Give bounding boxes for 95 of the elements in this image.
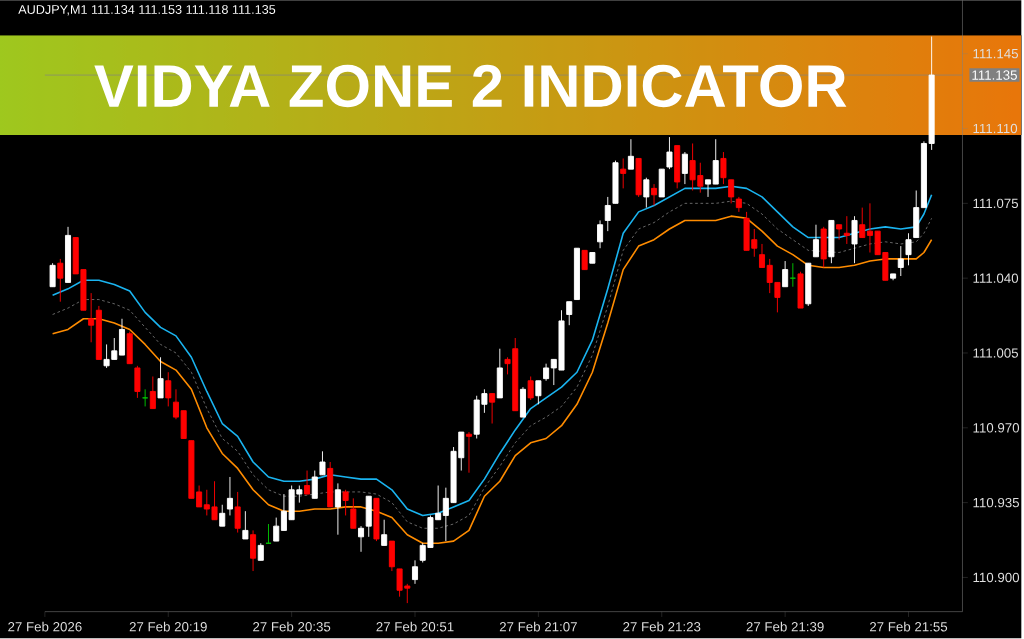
- candlestick: [851, 215, 858, 264]
- text: VIDYA ZONE 2 INDICATOR: [94, 65, 847, 108]
- candlestick: [681, 151, 688, 185]
- candlestick: [589, 252, 596, 264]
- x-tick-label: 27 Feb 20:19: [129, 621, 207, 632]
- candlestick: [782, 260, 789, 288]
- candlestick: [581, 250, 588, 271]
- candlestick: [758, 243, 766, 269]
- candlestick: [388, 540, 395, 572]
- candlestick: [358, 525, 365, 553]
- y-tick-label: 110.970: [973, 423, 1020, 433]
- candlestick: [612, 160, 619, 205]
- candlestick: [735, 196, 742, 213]
- candlestick: [890, 273, 897, 281]
- candlestick: [350, 498, 357, 529]
- annotation: AUDJPY,M1 111.134 111.153 111.118 111.135: [18, 5, 276, 16]
- candlestick: [126, 331, 133, 365]
- candlestick: [319, 451, 326, 476]
- candlestick: [165, 371, 172, 408]
- x-tick-label: 27 Feb 21:07: [499, 621, 577, 632]
- x-tick-label: 27 Feb 20:35: [253, 621, 331, 632]
- candlestick: [273, 517, 280, 542]
- candlestick: [157, 356, 164, 399]
- candlestick: [257, 542, 264, 562]
- candlestick: [620, 158, 627, 190]
- candlestick: [311, 470, 318, 500]
- candlestick: [304, 470, 311, 495]
- candlestick: [49, 262, 56, 288]
- candlestick: [242, 510, 249, 540]
- candlestick: [897, 245, 904, 277]
- candlestick: [342, 489, 349, 517]
- candlestick: [674, 145, 681, 190]
- candlestick: [705, 179, 712, 198]
- candlestick: [519, 386, 526, 418]
- candlestick: [797, 271, 804, 309]
- candlestick: [234, 491, 241, 534]
- candlestick: [142, 389, 149, 408]
- candlestick: [95, 305, 102, 361]
- candlestick: [465, 431, 472, 474]
- y-tick-label: 110.935: [973, 498, 1020, 508]
- candlestick: [728, 179, 735, 205]
- candlestick: [712, 138, 719, 185]
- y-tick-label: 110.900: [973, 572, 1020, 583]
- candlestick: [651, 183, 658, 207]
- candlestick: [913, 190, 920, 239]
- candlestick: [604, 196, 611, 232]
- candlestick: [65, 226, 72, 284]
- y-tick-label: 111.110: [973, 124, 1018, 134]
- candlestick: [496, 348, 503, 399]
- candlestick: [381, 519, 388, 547]
- candlestick: [789, 262, 796, 288]
- candlestick: [250, 530, 257, 572]
- candlestick: [226, 476, 233, 517]
- candlestick: [373, 498, 380, 542]
- candlestick: [643, 177, 650, 209]
- candlestick: [118, 318, 126, 356]
- candlestick: [88, 292, 95, 343]
- x-tick-label: 27 Feb 21:39: [746, 621, 824, 632]
- candlestick: [566, 301, 573, 326]
- candlestick: [327, 461, 334, 508]
- x-tick-label: 27 Feb 21:55: [869, 621, 948, 632]
- candlestick: [635, 158, 642, 198]
- candlestick: [666, 136, 673, 170]
- x-tick-label: 27 Feb 20:51: [376, 621, 454, 632]
- candlestick: [149, 376, 156, 410]
- ref-line-label: 111.135: [972, 70, 1017, 80]
- candlestick: [134, 365, 141, 399]
- candlestick: [812, 224, 819, 258]
- candlestick: [334, 483, 341, 536]
- candlestick: [57, 258, 64, 303]
- candlestick: [597, 220, 604, 249]
- candlestick: [905, 233, 912, 267]
- x-tick-label: 27 Feb 2026: [8, 621, 82, 632]
- candlestick: [543, 363, 550, 382]
- candlestick: [820, 226, 827, 269]
- candlestick: [219, 504, 226, 527]
- y-tick-label: 111.145: [973, 49, 1019, 59]
- candlestick: [527, 376, 534, 401]
- candlestick: [489, 393, 496, 425]
- candlestick: [573, 247, 580, 301]
- y-tick-label: 111.040: [973, 273, 1019, 284]
- candlestick: [828, 220, 835, 264]
- candlestick: [365, 495, 372, 538]
- candlestick: [859, 207, 866, 239]
- candlestick: [411, 560, 419, 585]
- y-tick-label: 111.075: [973, 198, 1019, 209]
- candlestick: [805, 262, 812, 307]
- candlestick: [836, 224, 843, 241]
- x-tick-label: 27 Feb 21:23: [623, 621, 701, 632]
- candlestick: [535, 380, 542, 405]
- candlestick: [627, 138, 634, 170]
- y-tick-label: 111.005: [973, 348, 1019, 358]
- candlestick: [720, 151, 727, 185]
- candlestick: [658, 168, 665, 198]
- candlestick: [843, 215, 850, 245]
